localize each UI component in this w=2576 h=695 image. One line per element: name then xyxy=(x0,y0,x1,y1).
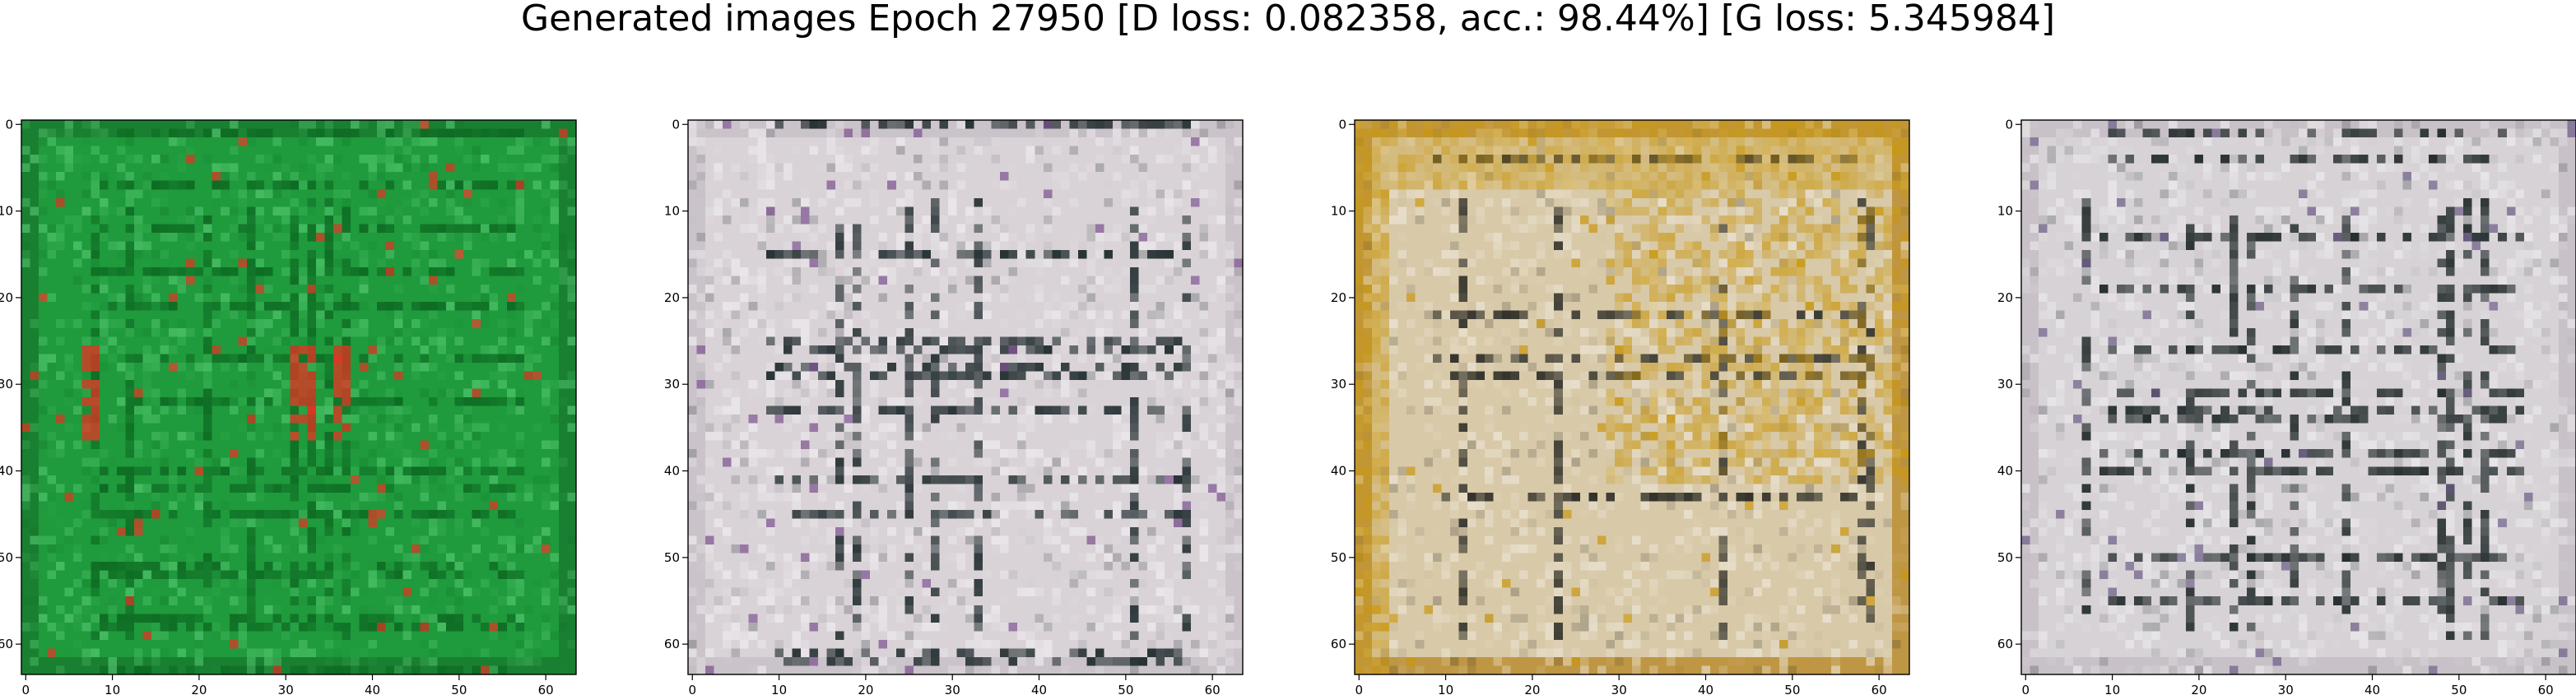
x-tick-label: 30 xyxy=(278,683,294,695)
x-tick-label: 50 xyxy=(1118,683,1133,695)
y-tick-label: 60 xyxy=(0,637,13,651)
x-tick-label: 30 xyxy=(945,683,960,695)
x-tick-label: 10 xyxy=(771,683,787,695)
y-tick-label: 10 xyxy=(1997,204,2013,219)
y-tick-label: 50 xyxy=(0,550,13,565)
axes-frame xyxy=(2020,119,2576,675)
y-tick-label: 40 xyxy=(1997,464,2013,479)
panel-4: 0 10 20 30 40 50 60 0 10 20 30 40 50 60 xyxy=(1997,117,2576,695)
y-tick-label: 0 xyxy=(2005,117,2013,132)
y-tick-label: 60 xyxy=(664,637,680,651)
image-plot-4: 0 10 20 30 40 50 60 0 10 20 30 40 50 60 xyxy=(1997,117,2576,695)
image-pixels xyxy=(688,120,1244,675)
x-tick-label: 40 xyxy=(2364,683,2380,695)
x-tick-label: 30 xyxy=(1611,683,1627,695)
x-tick-label: 50 xyxy=(451,683,467,695)
x-tick-label: 60 xyxy=(2538,683,2554,695)
x-tick-label: 40 xyxy=(1031,683,1047,695)
image-plot-2: 0 10 20 30 40 50 60 0 10 20 30 40 50 60 xyxy=(664,117,1244,695)
y-tick-label: 60 xyxy=(1997,637,2013,651)
x-tick-label: 10 xyxy=(1438,683,1453,695)
image-pixels xyxy=(2021,120,2576,675)
x-tick-label: 20 xyxy=(858,683,873,695)
axis-ticks: 0 10 20 30 40 50 60 0 10 20 30 40 50 60 xyxy=(664,117,1221,695)
axes-frame xyxy=(687,119,1244,675)
axis-ticks: 0 10 20 30 40 50 60 0 10 20 30 40 50 60 xyxy=(0,117,554,695)
y-tick-label: 10 xyxy=(664,204,680,219)
y-tick-label: 40 xyxy=(664,464,680,479)
y-tick-label: 20 xyxy=(1997,290,2013,305)
image-pixels xyxy=(21,120,577,675)
y-tick-label: 10 xyxy=(1331,204,1346,219)
y-tick-label: 20 xyxy=(664,290,680,305)
y-tick-label: 20 xyxy=(1331,290,1346,305)
y-tick-label: 30 xyxy=(1331,377,1346,392)
y-tick-label: 60 xyxy=(1331,637,1346,651)
panel-2: 0 10 20 30 40 50 60 0 10 20 30 40 50 60 xyxy=(664,117,1259,695)
y-tick-label: 30 xyxy=(1997,377,2013,392)
x-tick-label: 0 xyxy=(21,683,30,695)
x-tick-label: 10 xyxy=(105,683,120,695)
y-tick-label: 30 xyxy=(0,377,13,392)
x-tick-label: 0 xyxy=(1355,683,1363,695)
image-plot-3: 0 10 20 30 40 50 60 0 10 20 30 40 50 60 xyxy=(1331,117,1910,695)
x-tick-label: 40 xyxy=(1698,683,1713,695)
y-tick-label: 30 xyxy=(664,377,680,392)
image-plot-1: 0 10 20 30 40 50 60 0 10 20 30 40 50 60 xyxy=(0,117,577,695)
axis-ticks: 0 10 20 30 40 50 60 0 10 20 30 40 50 60 xyxy=(1997,117,2554,695)
y-tick-label: 0 xyxy=(1338,117,1346,132)
axis-ticks: 0 10 20 30 40 50 60 0 10 20 30 40 50 60 xyxy=(1331,117,1887,695)
panel-3: 0 10 20 30 40 50 60 0 10 20 30 40 50 60 xyxy=(1331,117,1926,695)
x-tick-label: 30 xyxy=(2278,683,2294,695)
y-tick-label: 0 xyxy=(5,117,13,132)
x-tick-label: 50 xyxy=(1784,683,1800,695)
x-tick-label: 60 xyxy=(1872,683,1887,695)
x-tick-label: 0 xyxy=(2021,683,2030,695)
y-tick-label: 40 xyxy=(0,464,13,479)
image-pixels xyxy=(1355,120,1910,675)
axes-frame xyxy=(21,119,577,675)
y-tick-label: 50 xyxy=(1331,550,1346,565)
x-tick-label: 60 xyxy=(1205,683,1221,695)
panel-1: 0 10 20 30 40 50 60 0 10 20 30 40 50 60 xyxy=(0,117,593,695)
figure-title: Generated images Epoch 27950 [D loss: 0.… xyxy=(520,0,2056,39)
x-tick-label: 10 xyxy=(2104,683,2120,695)
x-tick-label: 60 xyxy=(538,683,554,695)
axes-frame xyxy=(1354,119,1910,675)
y-tick-label: 10 xyxy=(0,204,13,219)
x-tick-label: 50 xyxy=(2451,683,2467,695)
x-tick-label: 40 xyxy=(365,683,380,695)
x-tick-label: 0 xyxy=(688,683,696,695)
y-tick-label: 50 xyxy=(664,550,680,565)
y-tick-label: 20 xyxy=(0,290,13,305)
y-tick-label: 40 xyxy=(1331,464,1346,479)
x-tick-label: 20 xyxy=(191,683,207,695)
y-tick-label: 0 xyxy=(672,117,680,132)
x-tick-label: 20 xyxy=(1524,683,1540,695)
y-tick-label: 50 xyxy=(1997,550,2013,565)
x-tick-label: 20 xyxy=(2191,683,2206,695)
